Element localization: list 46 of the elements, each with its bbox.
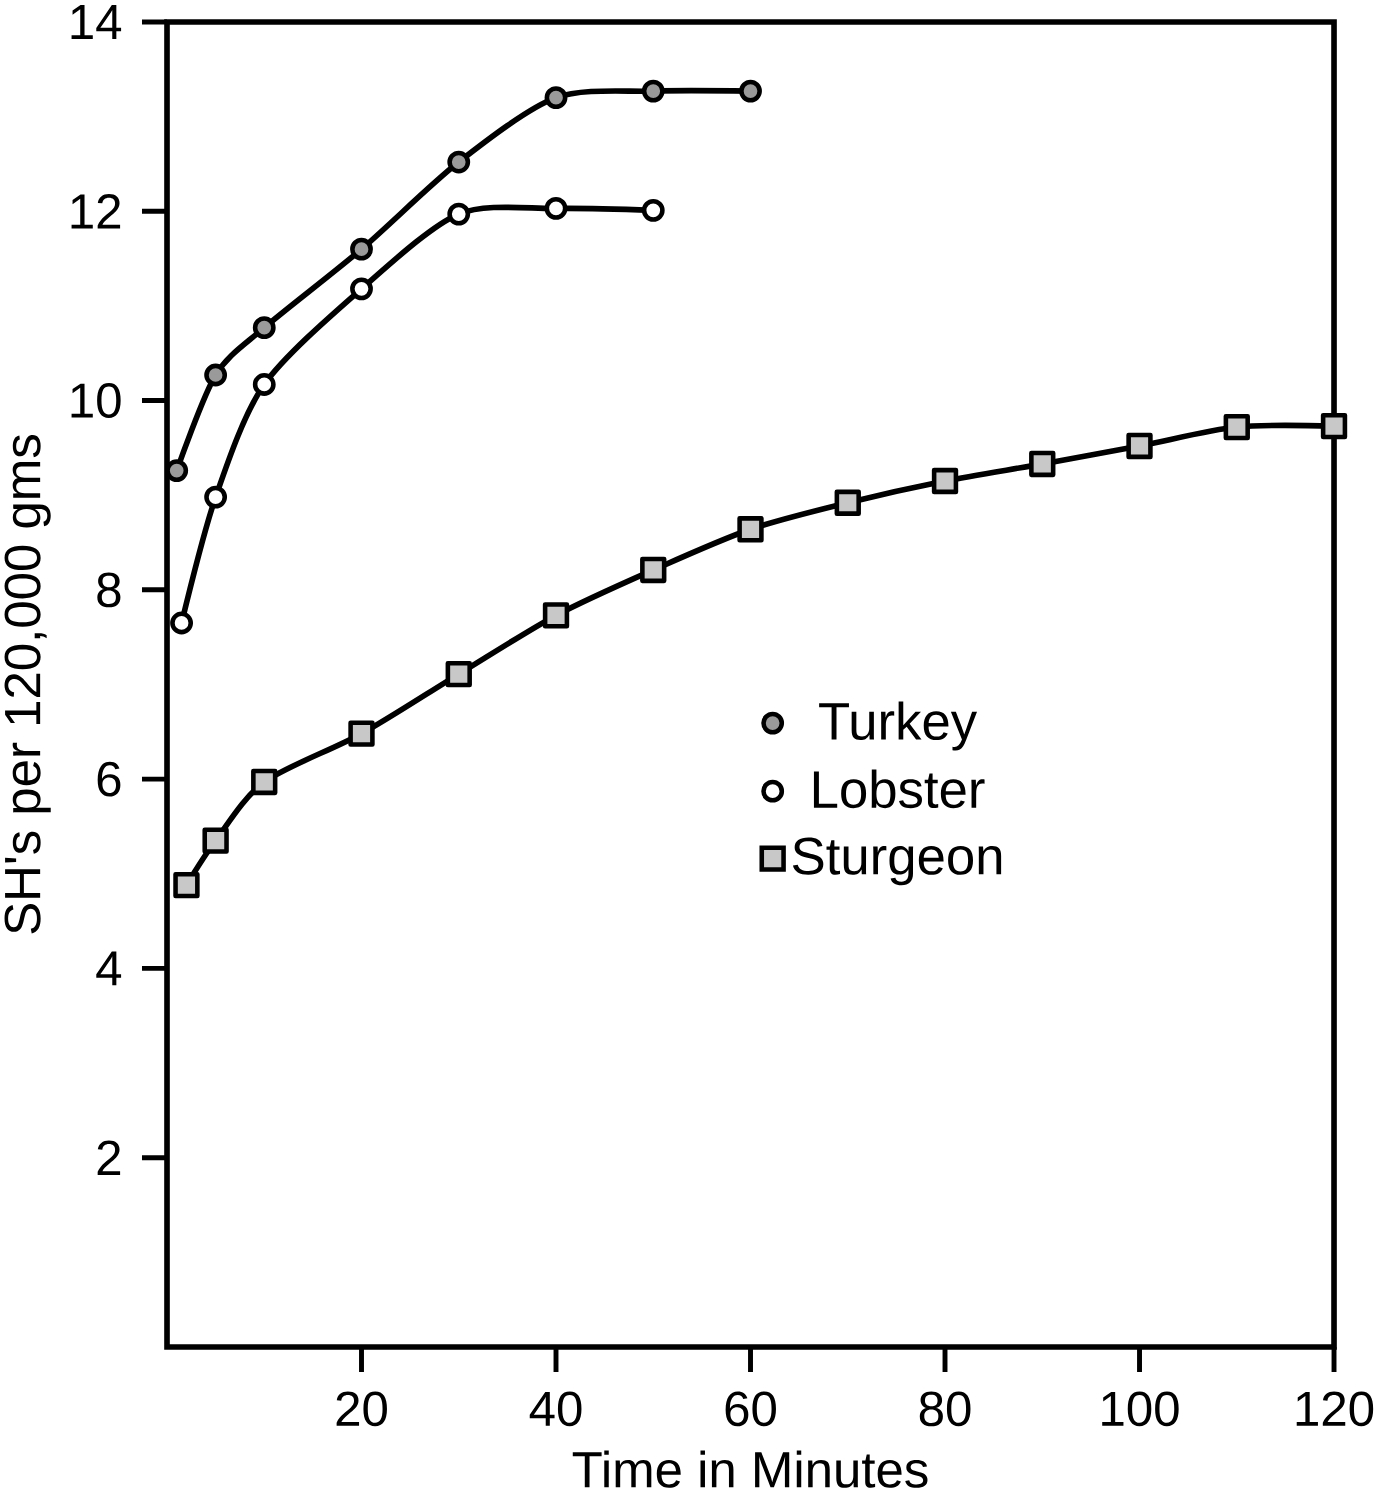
y-tick-label: 12 [71, 194, 121, 229]
point [202, 827, 229, 854]
y-tick-label: 8 [97, 572, 121, 608]
x-tick-label: 120 [1296, 1391, 1374, 1427]
y-tick-label: 10 [71, 383, 121, 418]
x-tick-label: 80 [919, 1391, 971, 1427]
point [641, 198, 665, 222]
point [348, 720, 375, 747]
x-tick-label: 20 [336, 1391, 387, 1427]
x-tick-label: 40 [529, 1391, 582, 1427]
point [252, 316, 276, 340]
legend-label: Turkey [819, 701, 978, 751]
point [445, 660, 472, 688]
point [931, 467, 959, 495]
point [1126, 432, 1153, 460]
point [641, 79, 665, 103]
point [170, 611, 194, 635]
point [447, 150, 471, 174]
point [542, 602, 570, 629]
y-tick-label: 4 [96, 951, 122, 986]
point [544, 86, 568, 110]
point [1320, 412, 1348, 440]
y-tick-label: 2 [97, 1140, 121, 1175]
point [350, 277, 373, 301]
point [251, 768, 278, 796]
point [737, 516, 764, 543]
point [544, 196, 568, 220]
legend-label: Sturgeon [792, 837, 1002, 886]
y-tick-label: 6 [97, 761, 121, 797]
y-axis-title: SH's per 120,000 gms [4, 435, 51, 934]
point [173, 871, 200, 899]
point [447, 202, 471, 226]
point [1029, 450, 1056, 478]
point [204, 363, 228, 387]
point [739, 79, 762, 103]
point [834, 489, 861, 516]
x-axis-title: Time in Minutes [572, 1450, 928, 1488]
y-tick-label: 14 [71, 5, 122, 39]
point [252, 373, 276, 396]
x-tick-label: 100 [1102, 1391, 1179, 1427]
point [350, 237, 373, 261]
x-tick-label: 60 [725, 1391, 776, 1427]
legend-label: Lobster [813, 769, 985, 809]
point [204, 485, 228, 509]
point [640, 556, 667, 584]
point [1223, 413, 1250, 441]
